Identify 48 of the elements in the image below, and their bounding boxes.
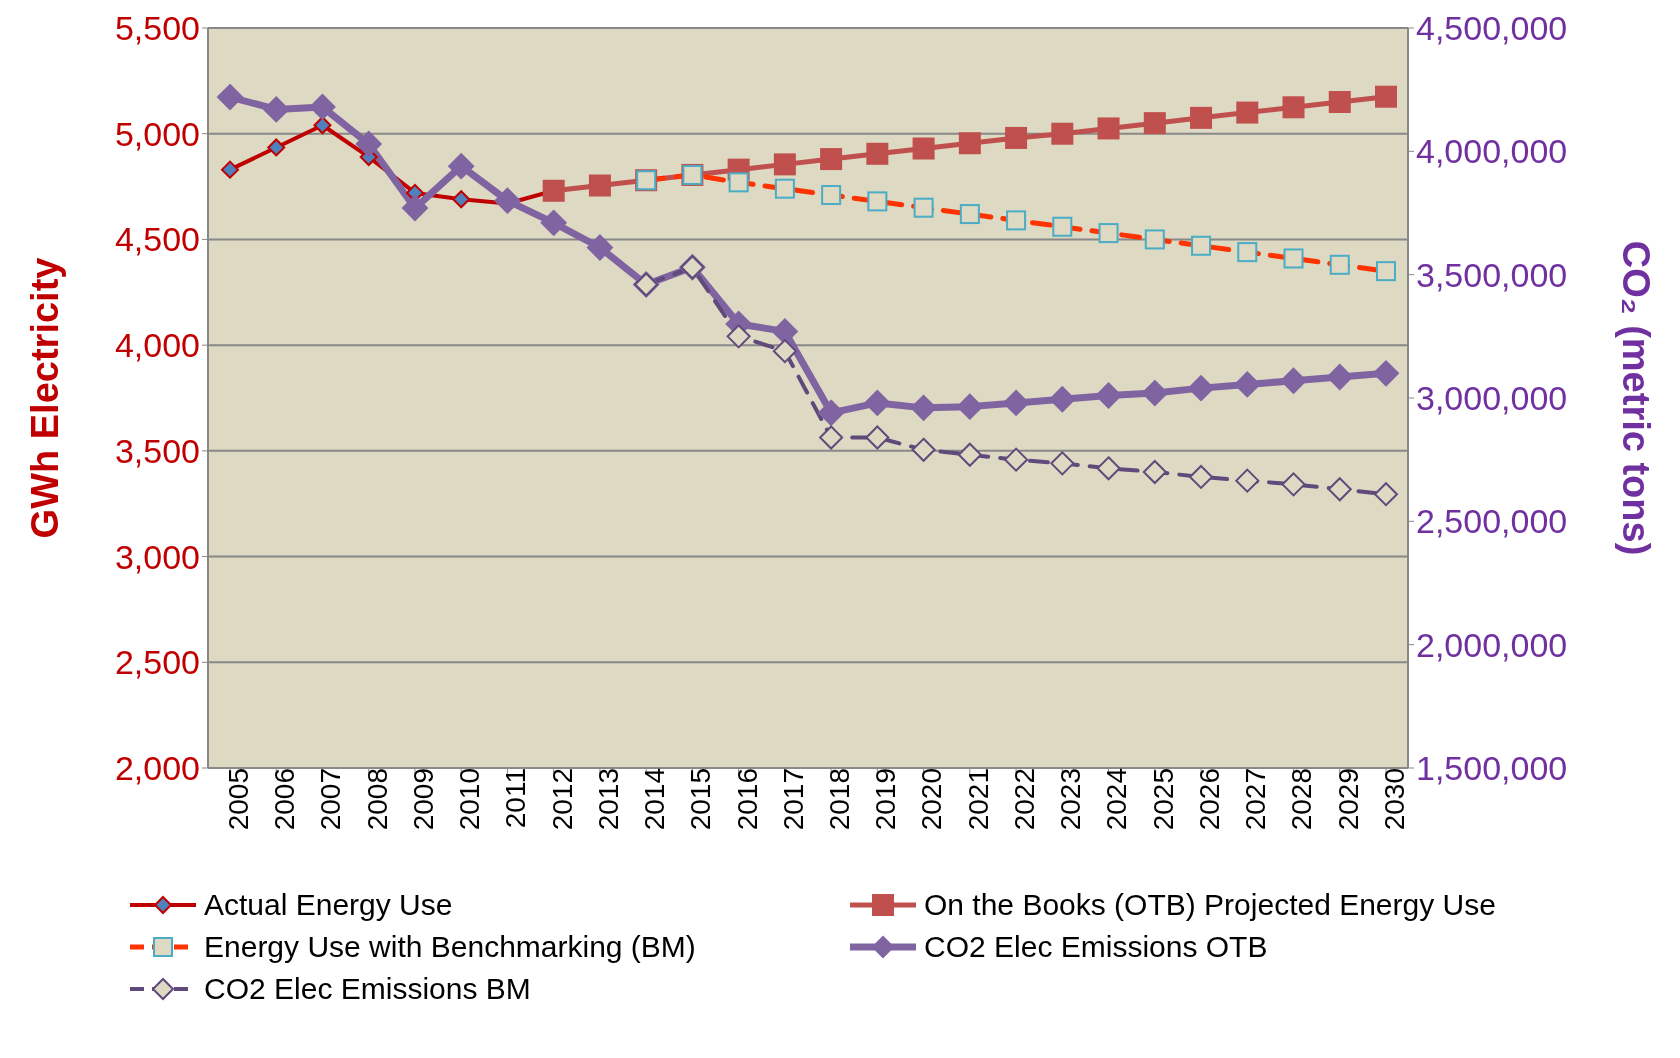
x-tick-label: 2011 [500,768,532,829]
x-tick-label: 2012 [546,768,578,831]
y-tick-label: 5,000 [114,114,200,153]
x-tick-label: 2016 [731,768,763,831]
x-tick-label: 2008 [361,768,393,831]
x-tick-label: 2021 [962,768,994,831]
x-tick-label: 2019 [870,768,902,831]
x-tick-label: 2017 [777,768,809,831]
x-tick-label: 2018 [824,768,855,831]
x-tick-label: 2026 [1193,768,1225,831]
y2-tick-label: 3,500,000 [1416,255,1568,294]
legend-label: Actual Energy Use [204,888,453,922]
y-axis-title: GWh Electricity [24,257,67,539]
x-tick-label: 2024 [1101,768,1133,831]
x-tick-label: 2010 [454,768,486,831]
legend-label: Energy Use with Benchmarking (BM) [204,930,696,964]
x-tick-label: 2009 [407,768,439,831]
x-tick-label: 2022 [1008,768,1040,831]
legend-label: On the Books (OTB) Projected Energy Use [924,888,1496,922]
x-tick-label: 2023 [1055,768,1087,831]
y2-tick-label: 4,500,000 [1416,9,1568,48]
y2-tick-label: 2,000,000 [1416,625,1568,664]
y-tick-label: 4,000 [114,326,200,365]
x-tick-label: 2013 [592,768,624,831]
x-tick-label: 2020 [916,768,948,831]
y-tick-label: 3,500 [114,431,200,470]
y-tick-label: 3,000 [114,537,200,576]
y2-tick-label: 2,500,000 [1416,502,1568,541]
y-tick-label: 2,500 [114,643,200,682]
y-tick-label: 2,000 [114,749,200,788]
x-tick-label: 2028 [1286,768,1318,831]
y-tick-label: 4,500 [114,220,200,259]
y2-tick-label: 3,000,000 [1416,379,1568,418]
y2-tick-label: 4,000,000 [1416,132,1568,171]
y2-tick-label: 1,500,000 [1416,749,1568,788]
y-tick-label: 5,500 [114,9,200,48]
x-tick-label: 2015 [685,768,717,831]
legend-label: CO2 Elec Emissions OTB [924,930,1268,964]
x-tick-label: 2025 [1147,768,1179,831]
x-tick-label: 2006 [269,768,301,831]
x-tick-label: 2014 [639,768,671,831]
x-tick-label: 2030 [1378,768,1410,831]
x-tick-label: 2005 [222,768,254,831]
y2-axis-title: CO₂ (metric tons) [1614,240,1657,556]
x-tick-label: 2007 [315,768,347,831]
legend-label: CO2 Elec Emissions BM [204,972,531,1006]
x-tick-label: 2027 [1240,768,1272,831]
x-tick-label: 2029 [1332,768,1364,831]
